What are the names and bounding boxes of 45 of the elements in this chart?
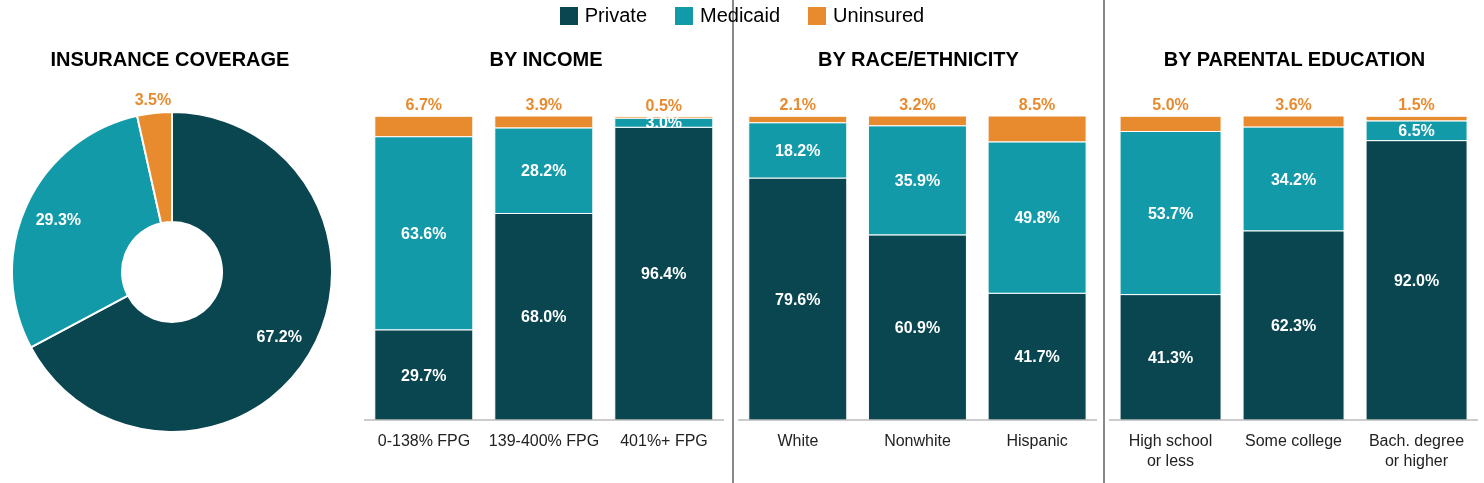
x-tick-label: 401%+ FPG [620, 432, 708, 449]
x-tick-label: White [777, 432, 819, 449]
data-label: 5.0% [1152, 96, 1189, 114]
data-label: 3.9% [525, 96, 563, 113]
data-label: 67.2% [256, 327, 302, 345]
x-tick-label: 0-138% FPG [377, 432, 471, 449]
legend-label: Medicaid [700, 4, 781, 27]
data-label: 3.2% [899, 96, 936, 113]
data-label: 3.6% [1275, 96, 1312, 113]
x-tick-label: 139-400% FPG [488, 432, 600, 449]
data-label: 49.8% [1014, 209, 1060, 227]
data-label: 96.4% [641, 265, 687, 283]
x-tick-label: Hispanic [1006, 432, 1068, 449]
x-tick-label: Bach. degree or higher [1368, 432, 1465, 469]
data-label: 3.5% [134, 90, 172, 108]
chart-title: BY PARENTAL EDUCATION [1162, 48, 1427, 71]
data-label: 2.1% [779, 96, 816, 114]
data-label: 18.2% [775, 142, 821, 160]
data-label: 92.0% [1393, 271, 1440, 289]
data-label: 29.3% [35, 211, 82, 229]
data-label: 68.0% [521, 308, 567, 326]
legend-label: Private [584, 4, 648, 27]
data-label: 29.7% [401, 366, 447, 384]
data-label: 0.5% [645, 96, 683, 114]
x-tick-label: Nonwhite [884, 432, 951, 449]
data-label: 53.7% [1147, 204, 1194, 222]
data-label: 41.7% [1014, 348, 1060, 366]
x-tick-label: High school or less [1128, 432, 1213, 469]
data-label: 35.9% [894, 171, 941, 189]
data-label: 41.3% [1147, 348, 1194, 366]
data-label: 34.2% [1270, 170, 1317, 188]
data-label: 1.5% [1398, 96, 1435, 114]
data-label: 62.3% [1270, 317, 1317, 335]
data-label: 79.6% [775, 290, 821, 308]
data-label: 8.5% [1018, 96, 1056, 113]
chart-title: BY RACE/ETHNICITY [817, 48, 1020, 71]
chart-title: BY INCOME [488, 48, 604, 71]
text: INSURANCE COVERAGE [49, 48, 291, 71]
data-label: 28.2% [521, 162, 567, 180]
x-tick-label: Some college [1245, 432, 1343, 449]
data-label: 63.6% [401, 224, 447, 242]
legend-label: Uninsured [833, 4, 925, 27]
data-label: 60.9% [894, 319, 941, 337]
data-label: 6.5% [1398, 122, 1435, 140]
data-label: 6.7% [405, 96, 443, 114]
